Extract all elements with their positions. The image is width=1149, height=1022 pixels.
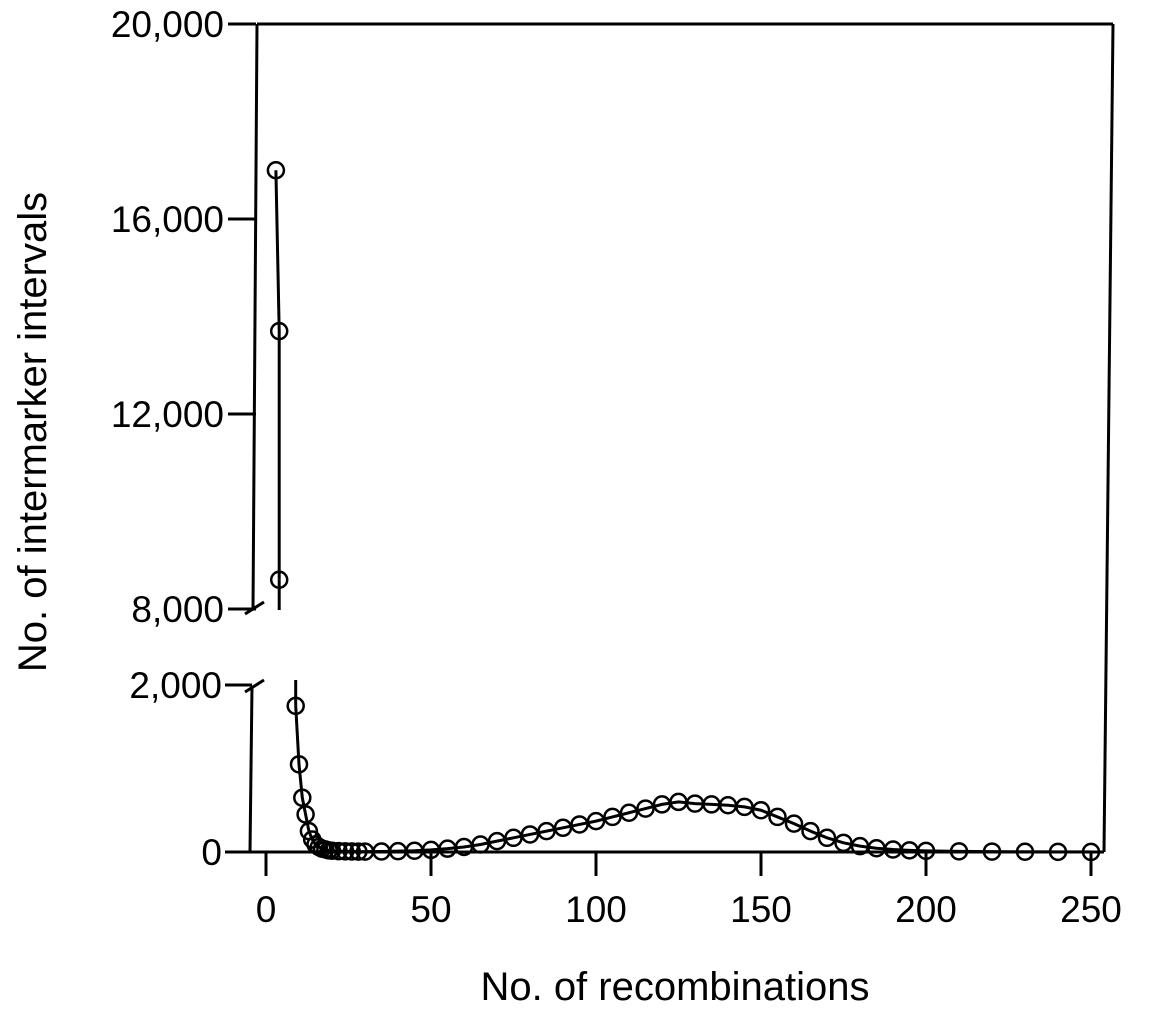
y-ticks: 0 2,000 8,000 12,000 16,000 20,000 — [111, 4, 256, 873]
data-point — [916, 841, 936, 861]
data-point — [342, 842, 362, 861]
series-line-lower — [294, 705, 1092, 854]
data-point — [349, 842, 368, 861]
data-point — [286, 696, 305, 716]
x-tick-label: 200 — [895, 889, 957, 930]
data-point — [949, 842, 969, 861]
y-tick-label: 8,000 — [131, 589, 224, 630]
axis-break-mark-lower — [244, 678, 265, 694]
x-tick-label: 0 — [256, 889, 277, 930]
data-point — [329, 841, 348, 861]
data-point — [1081, 842, 1101, 862]
data-point — [335, 842, 355, 861]
data-point — [817, 828, 837, 848]
y-tick-label: 0 — [201, 832, 222, 873]
y-axis-lower — [248, 685, 254, 853]
x-ticks: 0 50 100 150 200 250 — [256, 852, 1122, 930]
data-point — [322, 841, 342, 860]
data-point — [266, 161, 286, 180]
data-point — [269, 321, 289, 341]
data-point — [269, 570, 289, 589]
series-lines — [274, 170, 1092, 854]
y-axis-upper — [251, 23, 259, 611]
x-tick-label: 50 — [410, 889, 451, 930]
y-tick-label: 12,000 — [111, 394, 224, 435]
x-tick-label: 150 — [730, 889, 792, 930]
data-point — [1015, 842, 1035, 861]
data-point — [289, 755, 309, 774]
y-tick-label: 2,000 — [129, 665, 222, 706]
frame-right — [1102, 23, 1115, 853]
series-line-upper — [274, 170, 281, 580]
data-point — [982, 842, 1002, 861]
data-point — [636, 799, 655, 818]
data-point — [751, 801, 771, 820]
data-point — [784, 814, 804, 833]
x-tick-label: 100 — [565, 889, 627, 930]
y-tick-label: 20,000 — [111, 4, 224, 45]
data-point — [586, 811, 606, 831]
data-point — [1048, 842, 1068, 862]
data-point — [293, 788, 312, 807]
data-point — [619, 803, 639, 823]
data-point — [801, 821, 820, 841]
x-axis-title: No. of recombinations — [480, 965, 869, 1009]
data-point — [603, 807, 622, 827]
x-tick-label: 250 — [1060, 889, 1122, 930]
data-point — [296, 805, 315, 824]
y-axis-title: No. of intermarker intervals — [11, 192, 55, 672]
data-points — [266, 161, 1101, 862]
y-tick-label: 16,000 — [111, 199, 224, 240]
data-point — [768, 807, 787, 827]
